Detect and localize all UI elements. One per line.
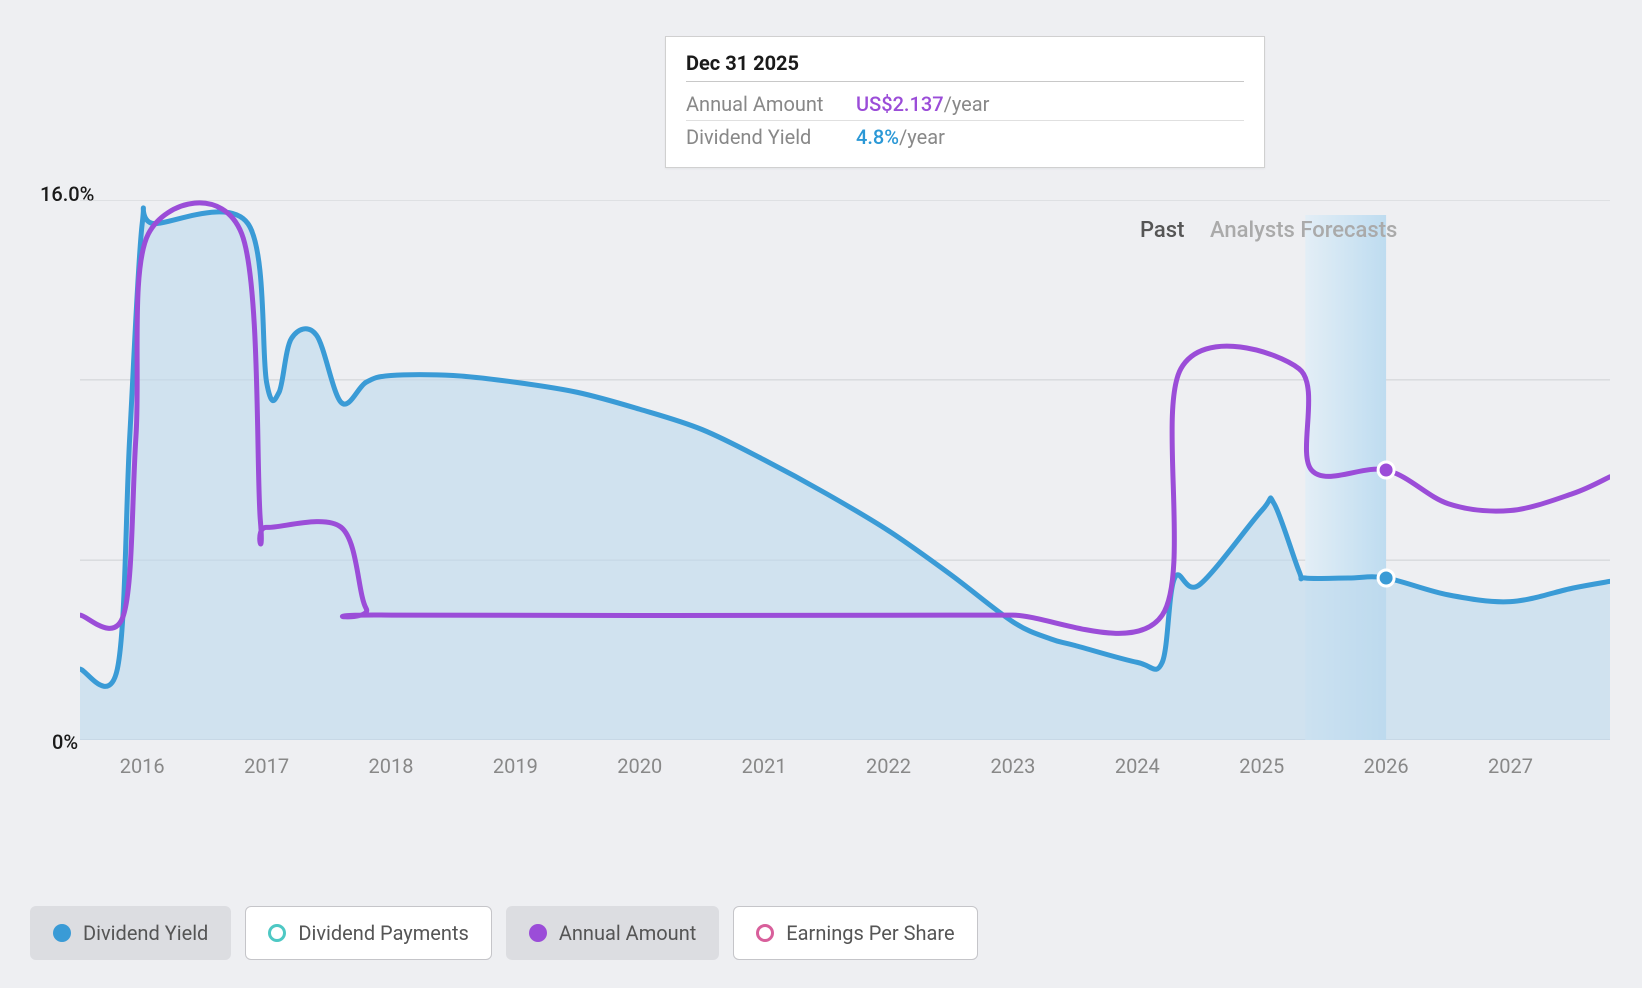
legend-label: Dividend Yield [83,921,208,945]
tooltip-row: Dividend Yield 4.8%/year [686,121,1244,153]
legend-swatch [268,924,286,942]
x-tick: 2025 [1239,754,1284,778]
legend-swatch [529,924,547,942]
chart-tooltip: Dec 31 2025 Annual Amount US$2.137/year … [665,36,1265,168]
legend-item-earnings-per-share[interactable]: Earnings Per Share [733,906,977,960]
legend-label: Annual Amount [559,921,696,945]
x-tick: 2016 [120,754,165,778]
tooltip-row-value: 4.8% [856,125,899,149]
tooltip-date: Dec 31 2025 [686,51,1244,82]
x-tick: 2024 [1115,754,1160,778]
legend-label: Dividend Payments [298,921,468,945]
x-tick: 2021 [742,754,787,778]
x-tick: 2022 [866,754,911,778]
legend-swatch [53,924,71,942]
chart-legend: Dividend Yield Dividend Payments Annual Am… [30,906,978,960]
forecast-region-label: Analysts Forecasts [1210,218,1397,243]
tooltip-row-label: Annual Amount [686,92,856,116]
legend-item-dividend-payments[interactable]: Dividend Payments [245,906,491,960]
past-region-label: Past [1140,218,1184,243]
x-tick: 2017 [244,754,289,778]
y-tick-min: 0% [52,730,78,754]
x-axis: 2016 2017 2018 2019 2020 2021 2022 2023 2024 2025… [80,750,1610,790]
legend-swatch [756,924,774,942]
chart-plot[interactable] [80,200,1610,740]
x-tick: 2020 [617,754,662,778]
tooltip-row: Annual Amount US$2.137/year [686,88,1244,121]
x-tick: 2018 [368,754,413,778]
x-tick: 2027 [1488,754,1533,778]
legend-item-annual-amount[interactable]: Annual Amount [506,906,719,960]
tooltip-row-label: Dividend Yield [686,125,856,149]
tooltip-row-unit: /year [944,92,990,116]
x-tick: 2023 [990,754,1035,778]
x-tick: 2019 [493,754,538,778]
chart-container: 16.0% 0% Past Analysts Forecasts 2016201… [30,30,1612,780]
legend-label: Earnings Per Share [786,921,954,945]
legend-item-dividend-yield[interactable]: Dividend Yield [30,906,231,960]
x-tick: 2026 [1364,754,1409,778]
tooltip-row-value: US$2.137 [856,92,944,116]
tooltip-row-unit: /year [899,125,945,149]
